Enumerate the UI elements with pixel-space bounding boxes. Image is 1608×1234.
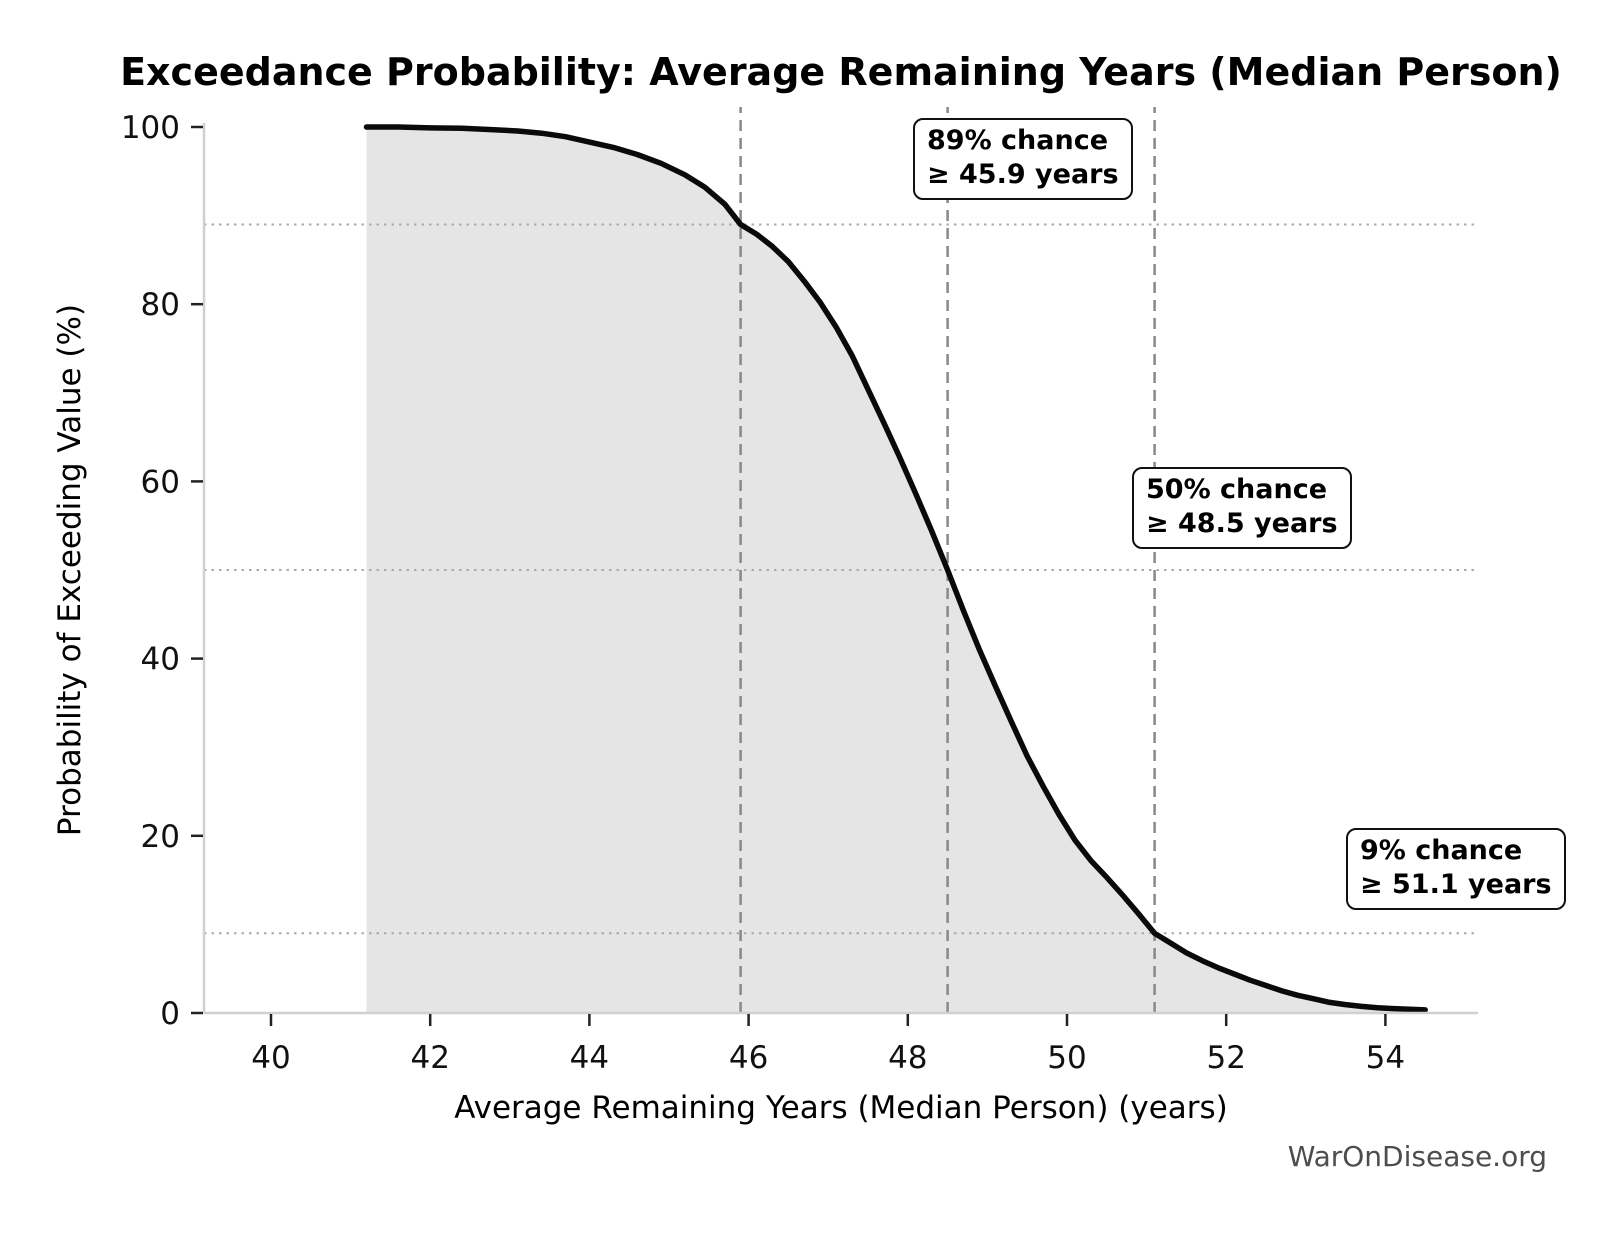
y-tick-label: 60 <box>141 464 180 500</box>
watermark: WarOnDisease.org <box>1287 1140 1547 1173</box>
chart-title: Exceedance Probability: Average Remainin… <box>120 50 1562 94</box>
x-tick-label: 46 <box>729 1040 768 1076</box>
x-tick-label: 42 <box>410 1040 449 1076</box>
annotation-line: 89% chance <box>927 125 1109 156</box>
y-tick-label: 100 <box>121 110 180 146</box>
annotation-50pct: 50% chance ≥ 48.5 years <box>1132 467 1352 549</box>
y-tick-label: 80 <box>141 287 180 323</box>
x-axis-label: Average Remaining Years (Median Person) … <box>454 1090 1228 1126</box>
y-tick-label: 40 <box>141 642 180 678</box>
x-tick-label: 54 <box>1366 1040 1405 1076</box>
y-tick-label: 0 <box>160 996 180 1032</box>
x-tick-label: 44 <box>570 1040 609 1076</box>
annotation-line: ≥ 45.9 years <box>927 159 1119 190</box>
annotation-line: ≥ 51.1 years <box>1360 869 1552 900</box>
annotation-line: 9% chance <box>1360 835 1523 866</box>
annotation-line: ≥ 48.5 years <box>1146 508 1338 539</box>
x-tick-label: 40 <box>251 1040 290 1076</box>
y-tick-label: 20 <box>141 819 180 855</box>
annotation-89pct: 89% chance ≥ 45.9 years <box>913 118 1133 200</box>
annotation-9pct: 9% chance ≥ 51.1 years <box>1346 828 1566 910</box>
x-tick-label: 48 <box>888 1040 927 1076</box>
y-axis-label: Probability of Exceeding Value (%) <box>52 303 88 837</box>
exceedance-curve <box>363 124 1428 1013</box>
x-tick-label: 50 <box>1047 1040 1086 1076</box>
annotation-line: 50% chance <box>1146 474 1328 505</box>
x-tick-label: 52 <box>1206 1040 1245 1076</box>
